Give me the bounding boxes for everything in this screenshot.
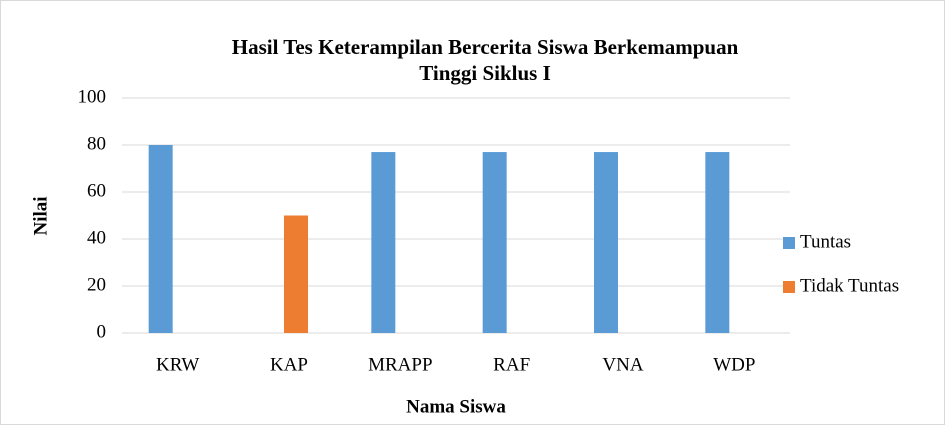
bar [594, 152, 618, 333]
y-axis-label: Nilai [30, 196, 51, 235]
bar [482, 152, 507, 333]
x-tick-label: KAP [270, 354, 308, 375]
bar [148, 145, 173, 333]
bar [371, 152, 396, 333]
y-tick-label: 80 [87, 133, 106, 154]
y-tick-label: 0 [97, 321, 107, 342]
legend-label: Tuntas [800, 231, 851, 252]
y-tick-label: 60 [87, 180, 106, 201]
legend-swatch [783, 281, 795, 293]
chart-title: Hasil Tes Keterampilan Bercerita Siswa B… [231, 35, 739, 85]
y-tick-label: 40 [87, 227, 106, 248]
x-tick-label: MRAPP [368, 354, 432, 375]
x-tick-label: WDP [713, 354, 755, 375]
x-tick-label: KRW [156, 354, 199, 375]
bar [284, 215, 308, 333]
x-axis-label: Nama Siswa [406, 396, 506, 417]
x-tick-label: RAF [493, 354, 530, 375]
bar [705, 152, 730, 333]
y-tick-label: 100 [78, 86, 107, 107]
y-tick-label: 20 [87, 274, 106, 295]
legend-swatch [783, 237, 795, 249]
legend-label: Tidak Tuntas [800, 275, 899, 296]
x-tick-label: VNA [602, 354, 643, 375]
